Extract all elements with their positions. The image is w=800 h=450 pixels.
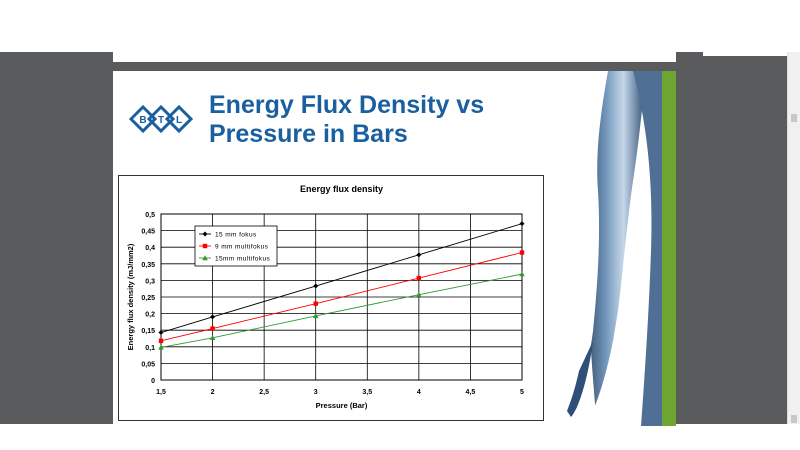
human-figure-image [553, 71, 662, 426]
y-tick-label: 0,4 [145, 245, 155, 252]
series-2-point [210, 326, 215, 331]
x-tick-label: 1,5 [156, 389, 166, 396]
y-tick-label: 0,15 [141, 328, 155, 335]
browser-top-area [0, 0, 800, 52]
y-tick-label: 0,3 [145, 278, 155, 285]
legend-marker-1 [202, 231, 208, 237]
legend-marker-3 [202, 255, 208, 261]
y-tick-label: 0,1 [145, 345, 155, 352]
legend-label-2: 9 mm multifokus [215, 244, 269, 251]
btl-logo: B T L [129, 104, 193, 134]
x-axis-label: Pressure (Bar) [316, 401, 368, 410]
y-axis-label: Energy flux density (mJ/mm2) [126, 243, 135, 350]
series-2-point [158, 338, 164, 344]
series-1-point [416, 252, 422, 258]
energy-flux-chart: Energy flux density 0 0,05 0,1 0,15 0,2 0,25 0,… [126, 184, 525, 410]
series-3-point [416, 291, 422, 297]
legend-label-1: 15 mm fokus [215, 232, 257, 239]
legend-marker-2 [202, 243, 208, 249]
y-tick-label: 0,5 [145, 212, 155, 219]
legend-label-3: 15mm multifokus [215, 256, 270, 263]
vertical-scrollbar[interactable] [787, 52, 800, 424]
toolbar-edge [703, 52, 787, 56]
y-tick-label: 0,25 [141, 295, 155, 302]
bottom-area [0, 424, 800, 450]
x-tick-label: 3,5 [362, 389, 372, 396]
x-tick-label: 4 [417, 389, 421, 396]
series-3-point [312, 313, 319, 319]
y-tick-label: 0 [151, 378, 155, 385]
x-tick-label: 5 [520, 389, 524, 396]
x-tick-label: 3 [314, 389, 318, 396]
y-tick-label: 0,35 [141, 262, 155, 269]
previous-page-edge [113, 52, 676, 62]
series-2-point [519, 250, 525, 255]
series-1-point [313, 283, 319, 289]
slide-page: B T L Energy Flux Density vs Pressure in… [113, 71, 676, 426]
x-tick-label: 2,5 [259, 389, 269, 396]
y-tick-label: 0,2 [145, 312, 155, 319]
series-3-point [519, 271, 525, 277]
series-2-point [313, 301, 318, 306]
slide-title: Energy Flux Density vs Pressure in Bars [209, 91, 485, 148]
series-1-point [158, 330, 164, 336]
y-tick-label: 0,45 [141, 229, 155, 236]
logo-letter-b: B [139, 115, 146, 126]
chart-container: Energy flux density 0 0,05 0,1 0,15 0,2 0,25 0,… [118, 175, 544, 421]
green-accent-bar [662, 71, 676, 426]
series-1-point [519, 221, 525, 227]
y-tick-label: 0,05 [141, 361, 155, 368]
series-1-point [210, 314, 216, 320]
x-tick-label: 2 [211, 389, 215, 396]
x-tick-label: 4,5 [466, 389, 476, 396]
scrollbar-down-arrow[interactable] [791, 415, 797, 423]
chart-title: Energy flux density [300, 184, 383, 194]
logo-letter-t: T [158, 115, 164, 126]
series-3-point [158, 344, 164, 350]
legend-box [194, 225, 278, 267]
series-2-point [416, 275, 422, 281]
series-line-3 [160, 273, 523, 348]
plot-area-border [160, 213, 523, 381]
scrollbar-thumb[interactable] [791, 114, 797, 122]
series-3-point [209, 335, 216, 341]
logo-letter-l: L [176, 115, 182, 126]
